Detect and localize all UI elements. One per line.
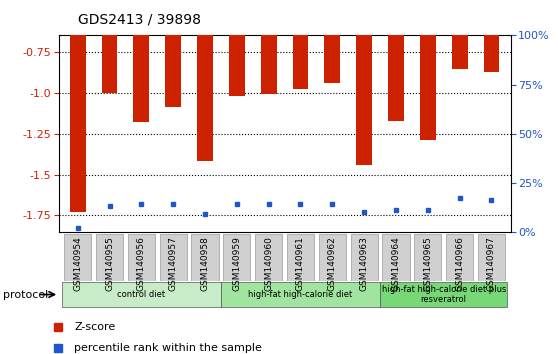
Bar <box>382 234 410 281</box>
Text: high-fat high-calorie diet plus
resveratrol: high-fat high-calorie diet plus resverat… <box>382 285 506 304</box>
Bar <box>356 0 372 165</box>
Bar <box>350 234 378 281</box>
Bar <box>223 234 251 281</box>
Bar <box>319 234 346 281</box>
Text: GSM140964: GSM140964 <box>392 236 401 291</box>
Text: GDS2413 / 39898: GDS2413 / 39898 <box>78 12 201 27</box>
Text: Z-score: Z-score <box>74 322 116 332</box>
Text: GSM140958: GSM140958 <box>200 236 209 291</box>
Text: GSM140961: GSM140961 <box>296 236 305 291</box>
Bar <box>484 0 499 72</box>
Bar <box>420 0 436 140</box>
Bar <box>62 282 221 307</box>
Text: control diet: control diet <box>117 290 165 299</box>
Bar <box>165 0 181 108</box>
Text: GSM140962: GSM140962 <box>328 236 337 291</box>
Bar <box>446 234 473 281</box>
Bar <box>451 0 468 69</box>
Text: percentile rank within the sample: percentile rank within the sample <box>74 343 262 353</box>
Bar <box>96 234 123 281</box>
Bar <box>160 234 187 281</box>
Bar <box>478 234 505 281</box>
Bar <box>197 0 213 161</box>
Bar <box>133 0 150 122</box>
Bar <box>229 0 245 96</box>
Text: GSM140966: GSM140966 <box>455 236 464 291</box>
Bar <box>414 234 441 281</box>
Bar <box>287 234 314 281</box>
Bar <box>102 0 118 93</box>
Text: GSM140963: GSM140963 <box>360 236 369 291</box>
Bar <box>70 0 85 212</box>
Text: GSM140960: GSM140960 <box>264 236 273 291</box>
Text: GSM140967: GSM140967 <box>487 236 496 291</box>
Text: GSM140957: GSM140957 <box>169 236 177 291</box>
Text: GSM140965: GSM140965 <box>424 236 432 291</box>
Bar <box>380 282 507 307</box>
Bar <box>255 234 282 281</box>
Bar <box>292 0 309 88</box>
Text: GSM140954: GSM140954 <box>73 236 82 291</box>
Text: protocol: protocol <box>3 290 48 299</box>
Bar <box>221 282 380 307</box>
Text: GSM140959: GSM140959 <box>232 236 242 291</box>
Bar <box>191 234 219 281</box>
Bar <box>261 0 277 95</box>
Text: GSM140956: GSM140956 <box>137 236 146 291</box>
Bar <box>388 0 404 120</box>
Bar <box>324 0 340 83</box>
Bar <box>128 234 155 281</box>
Text: high-fat high-calorie diet: high-fat high-calorie diet <box>248 290 353 299</box>
Text: GSM140955: GSM140955 <box>105 236 114 291</box>
Bar <box>64 234 91 281</box>
